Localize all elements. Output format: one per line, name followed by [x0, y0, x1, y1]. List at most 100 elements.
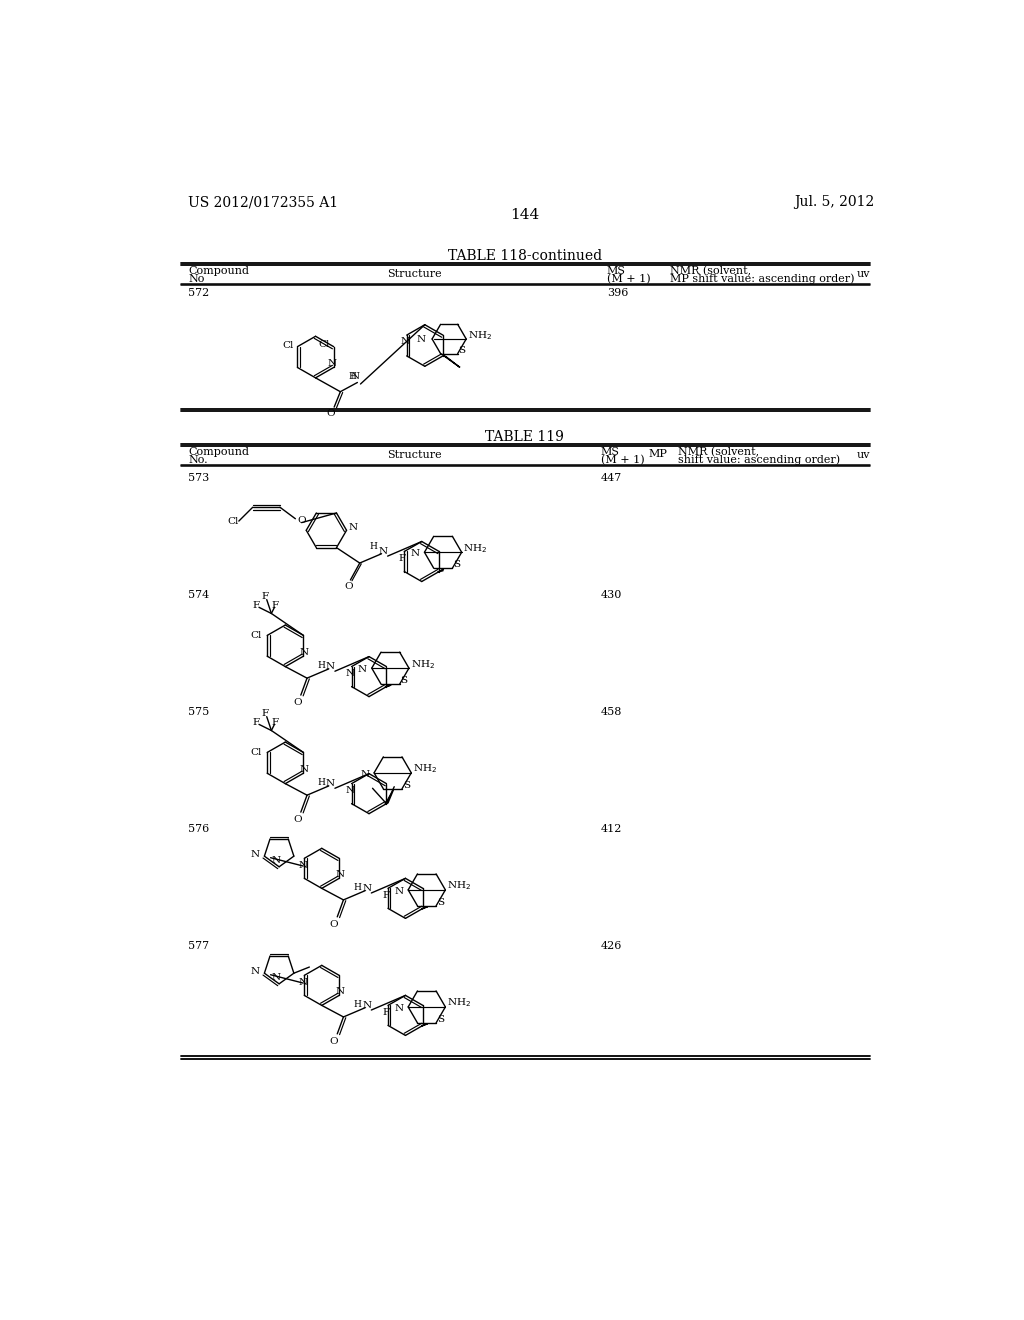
Text: O: O — [294, 816, 302, 824]
Text: Cl: Cl — [227, 516, 239, 525]
Text: F: F — [252, 718, 259, 727]
Text: H: H — [349, 372, 356, 380]
Text: N: N — [394, 887, 403, 896]
Text: N: N — [251, 850, 260, 859]
Text: F: F — [271, 602, 279, 610]
Text: N: N — [251, 968, 260, 977]
Text: 426: 426 — [601, 941, 623, 952]
Text: Compound: Compound — [188, 267, 250, 276]
Text: O: O — [327, 409, 336, 418]
Text: Jul. 5, 2012: Jul. 5, 2012 — [795, 195, 874, 210]
Text: N: N — [358, 665, 367, 675]
Text: MP: MP — [649, 449, 668, 459]
Polygon shape — [421, 907, 428, 909]
Text: S: S — [437, 898, 444, 907]
Text: MS: MS — [601, 447, 620, 457]
Text: N: N — [360, 770, 370, 779]
Text: N: N — [298, 861, 307, 870]
Text: O: O — [344, 582, 353, 591]
Text: (M + 1): (M + 1) — [601, 455, 644, 465]
Text: N: N — [336, 870, 344, 879]
Text: F: F — [261, 709, 268, 718]
Text: N: N — [300, 648, 309, 657]
Text: N: N — [345, 785, 354, 795]
Text: N: N — [350, 372, 359, 381]
Text: 576: 576 — [188, 825, 210, 834]
Text: 144: 144 — [510, 209, 540, 223]
Text: H: H — [317, 661, 325, 671]
Text: 458: 458 — [601, 708, 623, 717]
Text: F: F — [271, 718, 279, 727]
Text: TABLE 118-continued: TABLE 118-continued — [447, 249, 602, 263]
Text: N: N — [326, 663, 335, 671]
Text: N: N — [378, 546, 387, 556]
Polygon shape — [437, 569, 443, 573]
Text: Cl: Cl — [250, 631, 261, 640]
Text: F: F — [382, 1007, 389, 1016]
Text: NH$_2$: NH$_2$ — [411, 657, 434, 671]
Text: NH$_2$: NH$_2$ — [446, 879, 471, 892]
Text: Structure: Structure — [387, 269, 442, 280]
Text: N: N — [271, 857, 281, 865]
Polygon shape — [443, 355, 460, 367]
Text: 430: 430 — [601, 590, 623, 601]
Text: F: F — [261, 593, 268, 601]
Text: NH$_2$: NH$_2$ — [468, 330, 492, 342]
Polygon shape — [385, 685, 391, 688]
Text: 573: 573 — [188, 474, 210, 483]
Text: (M + 1): (M + 1) — [607, 275, 650, 284]
Text: 577: 577 — [188, 941, 210, 952]
Text: N: N — [336, 987, 344, 997]
Text: 396: 396 — [607, 288, 629, 298]
Text: S: S — [459, 346, 466, 355]
Text: NH$_2$: NH$_2$ — [446, 997, 471, 1010]
Text: S: S — [437, 1015, 444, 1023]
Text: N: N — [345, 669, 354, 678]
Text: Cl: Cl — [318, 339, 330, 348]
Text: 447: 447 — [601, 474, 622, 483]
Text: uv: uv — [856, 450, 870, 461]
Text: shift value: ascending order): shift value: ascending order) — [678, 455, 841, 466]
Text: H: H — [370, 541, 378, 550]
Text: NMR (solvent,: NMR (solvent, — [671, 267, 752, 277]
Text: N: N — [362, 884, 371, 892]
Text: O: O — [297, 516, 305, 525]
Text: No.: No. — [188, 455, 208, 465]
Text: N: N — [298, 978, 307, 986]
Text: N: N — [411, 549, 420, 558]
Text: MP shift value: ascending order): MP shift value: ascending order) — [671, 275, 855, 285]
Text: N: N — [300, 764, 309, 774]
Text: O: O — [294, 698, 302, 708]
Text: Cl: Cl — [282, 341, 293, 350]
Text: O: O — [330, 1038, 339, 1045]
Text: Structure: Structure — [387, 450, 442, 461]
Text: 574: 574 — [188, 590, 210, 601]
Text: H: H — [317, 779, 325, 787]
Text: N: N — [394, 1005, 403, 1012]
Text: N: N — [400, 338, 410, 346]
Text: NMR (solvent,: NMR (solvent, — [678, 447, 760, 458]
Text: MS: MS — [607, 267, 626, 276]
Text: N: N — [328, 359, 337, 368]
Text: 575: 575 — [188, 708, 210, 717]
Text: F: F — [252, 602, 259, 610]
Text: S: S — [454, 560, 460, 569]
Text: 412: 412 — [601, 825, 623, 834]
Text: NH$_2$: NH$_2$ — [463, 543, 487, 554]
Text: NH$_2$: NH$_2$ — [413, 763, 437, 775]
Text: uv: uv — [856, 269, 870, 280]
Text: TABLE 119: TABLE 119 — [485, 430, 564, 445]
Text: Compound: Compound — [188, 447, 250, 457]
Text: S: S — [402, 780, 410, 789]
Text: 572: 572 — [188, 288, 210, 298]
Text: US 2012/0172355 A1: US 2012/0172355 A1 — [188, 195, 339, 210]
Text: H: H — [353, 883, 361, 892]
Text: No: No — [188, 275, 205, 284]
Text: F: F — [382, 891, 389, 900]
Text: N: N — [348, 524, 357, 532]
Polygon shape — [421, 1024, 428, 1026]
Text: H: H — [353, 1001, 361, 1008]
Text: O: O — [330, 920, 339, 929]
Text: N: N — [417, 335, 426, 345]
Text: Cl: Cl — [250, 748, 261, 756]
